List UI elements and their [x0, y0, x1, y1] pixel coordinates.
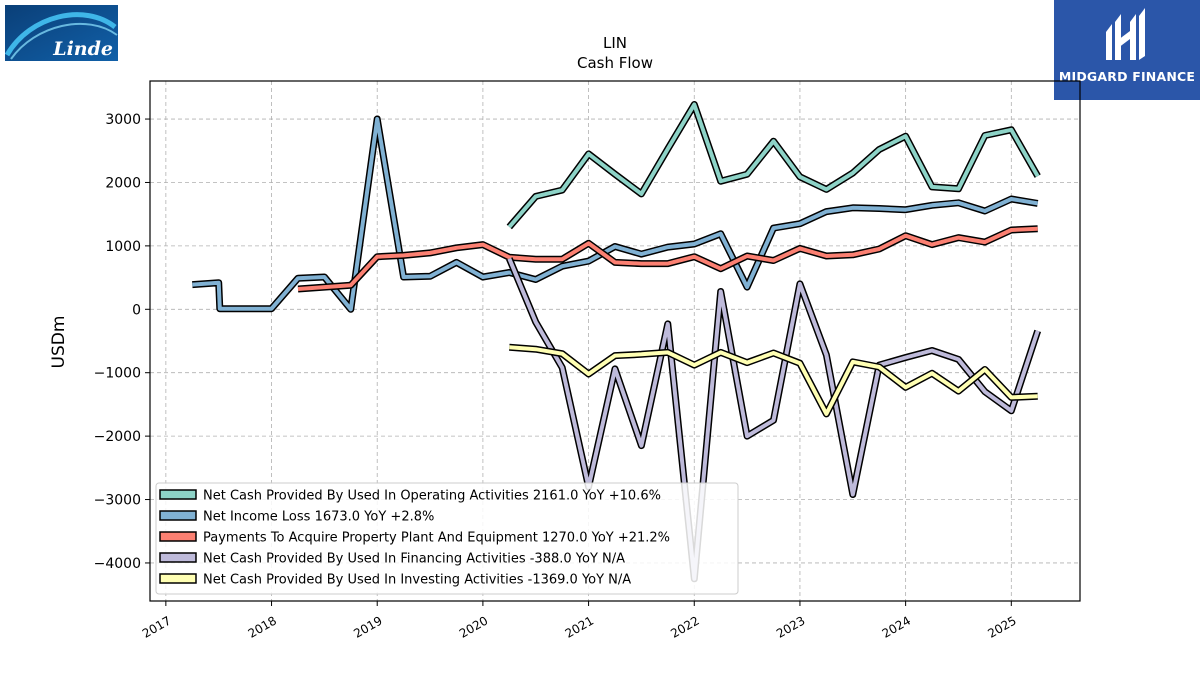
legend-label: Net Cash Provided By Used In Investing A… [203, 573, 631, 588]
chart-title: LIN [603, 34, 627, 52]
x-tick-label: 2019 [351, 613, 384, 640]
x-tick-label: 2023 [774, 613, 807, 640]
x-tick-label: 2018 [246, 613, 279, 640]
legend-swatch [159, 510, 197, 521]
series-line-3 [506, 257, 1042, 583]
legend-label: Net Cash Provided By Used In Financing A… [203, 552, 625, 567]
x-tick-label: 2025 [985, 613, 1018, 640]
series-line-4 [509, 343, 1038, 418]
midgard-finance-logo: MIDGARD FINANCE [1054, 0, 1200, 100]
y-tick-label: −4000 [94, 556, 141, 572]
linde-logo: Linde [4, 5, 118, 61]
legend-swatch [159, 489, 197, 500]
legend-swatch [159, 531, 197, 542]
series-fill-line [507, 102, 1040, 229]
x-tick-label: 2022 [668, 613, 701, 640]
y-tick-label: −2000 [94, 429, 141, 445]
midgard-logo-text: MIDGARD FINANCE [1058, 69, 1196, 84]
legend: Net Cash Provided By Used In Operating A… [155, 482, 739, 595]
x-tick-label: 2024 [880, 613, 913, 640]
legend-swatch [159, 552, 197, 563]
y-tick-label: −3000 [94, 493, 141, 509]
linde-logo-text: Linde [52, 38, 113, 60]
series-fill-line [509, 345, 1038, 416]
legend-label: Net Income Loss 1673.0 YoY +2.8% [203, 510, 434, 525]
y-tick-label: 3000 [105, 112, 141, 128]
series-line-2 [297, 225, 1038, 293]
x-tick-label: 2017 [140, 613, 173, 640]
series-fill-line [507, 257, 1040, 581]
plot-frame [149, 80, 1081, 602]
y-tick-label: 1000 [105, 239, 141, 255]
x-tick-label: 2020 [457, 613, 490, 640]
legend-box [155, 482, 739, 595]
series-fill-line [297, 226, 1038, 291]
x-tick-label: 2021 [563, 613, 596, 640]
y-tick-label: −1000 [94, 366, 141, 382]
chart-subtitle: Cash Flow [577, 54, 653, 72]
series-lines [192, 101, 1042, 583]
y-tick-label: 0 [132, 302, 141, 318]
legend-swatch [159, 573, 197, 584]
legend-label: Payments To Acquire Property Plant And E… [203, 531, 670, 546]
series-line-0 [506, 101, 1041, 230]
y-axis-label: USDm [49, 316, 69, 369]
legend-label: Net Cash Provided By Used In Operating A… [203, 489, 661, 504]
y-tick-label: 2000 [105, 175, 141, 191]
